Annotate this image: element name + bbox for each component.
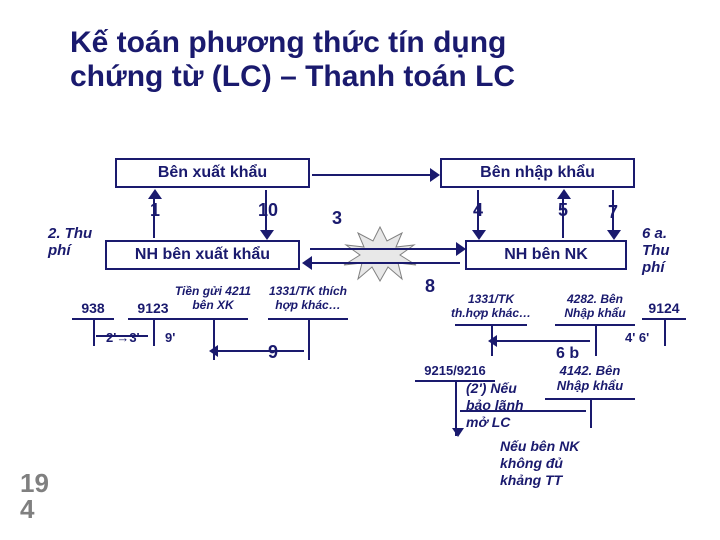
thu-phi-left: 2. Thu phí: [48, 225, 92, 259]
arrow-6b-line: [495, 340, 590, 342]
acct-9124-label: 9124: [642, 300, 686, 316]
arrow-9-down-head: [209, 345, 218, 357]
acct-4142-l1: 4142. Bên: [540, 363, 640, 378]
acct-tiengui-label: Tiền gửi 4211 bên XK: [168, 284, 258, 312]
acct-4282-l2: Nhập khẩu: [550, 306, 640, 320]
acct-9124-stem: [664, 318, 666, 346]
slide-title: Kế toán phương thức tín dụng chứng từ (L…: [70, 26, 515, 94]
acct-1331xk-label: 1331/TK thích hợp khác…: [258, 284, 358, 312]
acct-1331nk-l1: 1331/TK: [450, 292, 532, 306]
importer-box: Bên nhập khẩu: [440, 158, 635, 188]
acct-938-label: 938: [72, 300, 114, 316]
step-10: 10: [258, 200, 278, 221]
exporter-box: Bên xuất khẩu: [115, 158, 310, 188]
acct-1331xk-l1: 1331/TK thích: [258, 284, 358, 298]
thu-phi-right-l1: 6 a.: [642, 225, 670, 242]
bank-nk-box: NH bên NK: [465, 240, 627, 270]
arrow-4-line: [477, 190, 479, 234]
step-2p3p: 2'→3': [106, 330, 140, 345]
arrow-2p3p-line: [96, 335, 148, 337]
arrow-4142-line: [460, 410, 586, 412]
arrow-9-head-l: [302, 256, 312, 270]
arrow-7-head: [607, 230, 621, 240]
note-neu-nk-l3: khảng TT: [500, 472, 579, 489]
acct-4282-label: 4282. Bên Nhập khẩu: [550, 292, 640, 320]
acct-9123-stem: [153, 318, 155, 346]
acct-938-stem: [93, 318, 95, 346]
acct-1331xk-l2: hợp khác…: [258, 298, 358, 312]
acct-4142-stem: [590, 398, 592, 428]
arrow-10-line: [265, 190, 267, 234]
bank-xk-box: NH bên xuất khẩu: [105, 240, 300, 270]
arrow-5-line: [562, 195, 564, 238]
acct-4282-l1: 4282. Bên: [550, 292, 640, 306]
arrow-4-head: [472, 230, 486, 240]
bank-xk-label: NH bên xuất khẩu: [135, 246, 270, 264]
title-line2: chứng từ (LC) – Thanh toán LC: [70, 60, 515, 94]
arrow-3-head: [430, 168, 440, 182]
step-9p: 9': [165, 330, 175, 345]
step-9: 9: [268, 342, 278, 363]
slide-number: 19 4: [20, 470, 49, 522]
note-neu-nk-l2: không đủ: [500, 455, 579, 472]
importer-label: Bên nhập khẩu: [480, 164, 595, 182]
arrow-9-line: [310, 262, 460, 264]
arrow-6b-head: [488, 335, 497, 347]
acct-4282-stem: [595, 324, 597, 356]
acct-1331nk-label: 1331/TK th.hợp khác…: [450, 292, 532, 320]
step-6b: 6 b: [556, 345, 579, 363]
acct-4142-label: 4142. Bên Nhập khẩu: [540, 363, 640, 393]
star-burst-icon: [340, 225, 420, 283]
acct-1331nk-l2: th.hợp khác…: [450, 306, 532, 320]
note-neu-bl-l3: mở LC: [466, 414, 524, 431]
thu-phi-right: 6 a. Thu phí: [642, 225, 670, 276]
arrow-10-head: [260, 230, 274, 240]
arrow-1-head: [148, 189, 162, 199]
note-neu-bl-l1: (2') Nếu: [466, 380, 524, 397]
arrow-1-line: [153, 195, 155, 238]
thu-phi-right-l2: Thu: [642, 242, 670, 259]
arrow-7-line: [612, 190, 614, 234]
note-neu-nk: Nếu bên NK không đủ khảng TT: [500, 438, 579, 488]
note-neu-bl: (2') Nếu bảo lãnh mở LC: [466, 380, 524, 430]
arrow-note-head: [452, 428, 464, 437]
arrow-5-head: [557, 189, 571, 199]
thu-phi-right-l3: phí: [642, 259, 670, 276]
thu-phi-left-l1: 2. Thu: [48, 225, 92, 242]
acct-1331xk-stem: [308, 318, 310, 360]
exporter-label: Bên xuất khẩu: [158, 164, 267, 182]
step-1: 1: [150, 200, 160, 221]
bank-nk-label: NH bên NK: [504, 246, 588, 264]
thu-phi-left-l2: phí: [48, 242, 92, 259]
arrow-8-head-r: [456, 242, 466, 256]
step-8: 8: [425, 276, 435, 297]
arrow-8-line: [310, 248, 460, 250]
title-line1: Kế toán phương thức tín dụng: [70, 26, 515, 60]
acct-4142-l2: Nhập khẩu: [540, 378, 640, 393]
arrow-9-down-line: [216, 350, 304, 352]
acct-tiengui-l2: bên XK: [168, 298, 258, 312]
note-neu-nk-l1: Nếu bên NK: [500, 438, 579, 455]
step-4p6p: 4' 6': [625, 330, 649, 345]
acct-tiengui-l1: Tiền gửi 4211: [168, 284, 258, 298]
arrow-3-line: [312, 174, 432, 176]
acct-9215-label: 9215/9216: [410, 363, 500, 378]
